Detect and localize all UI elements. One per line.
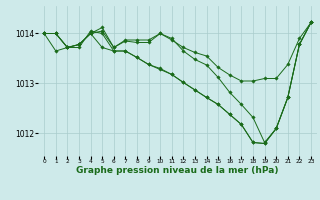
X-axis label: Graphe pression niveau de la mer (hPa): Graphe pression niveau de la mer (hPa) [76, 166, 279, 175]
